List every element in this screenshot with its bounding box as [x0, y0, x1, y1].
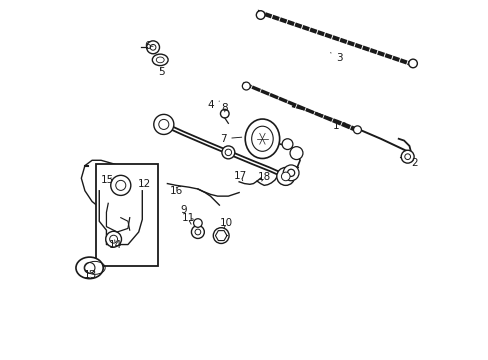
Text: 7: 7: [219, 134, 241, 144]
Circle shape: [242, 82, 250, 90]
Circle shape: [220, 109, 228, 118]
Circle shape: [353, 126, 361, 134]
Text: 12: 12: [137, 179, 150, 189]
Text: 15: 15: [101, 175, 114, 185]
Text: 6: 6: [144, 41, 153, 51]
Circle shape: [153, 114, 174, 134]
Text: 16: 16: [169, 186, 183, 196]
Circle shape: [256, 11, 264, 19]
Circle shape: [404, 154, 410, 159]
Text: 3: 3: [330, 53, 342, 63]
Text: 2: 2: [411, 158, 417, 168]
Text: 13: 13: [83, 270, 97, 280]
Circle shape: [282, 139, 292, 149]
Bar: [96, 164, 158, 266]
Text: 17: 17: [234, 171, 247, 181]
Text: 9: 9: [180, 206, 191, 224]
Circle shape: [289, 147, 303, 159]
Circle shape: [222, 146, 234, 159]
Circle shape: [146, 41, 159, 54]
Circle shape: [193, 219, 202, 227]
Polygon shape: [215, 231, 226, 240]
Ellipse shape: [244, 119, 279, 158]
Circle shape: [150, 44, 156, 50]
Circle shape: [224, 149, 231, 156]
Circle shape: [191, 226, 204, 238]
Text: 10: 10: [220, 218, 233, 228]
Text: 1: 1: [332, 121, 344, 131]
Circle shape: [109, 235, 117, 243]
Text: 18: 18: [257, 172, 270, 183]
Circle shape: [116, 180, 125, 190]
Circle shape: [283, 165, 298, 181]
Ellipse shape: [76, 257, 103, 279]
Text: 11: 11: [182, 213, 195, 222]
Text: 14: 14: [108, 239, 122, 249]
Circle shape: [84, 262, 95, 273]
Circle shape: [400, 150, 413, 163]
Circle shape: [159, 120, 168, 130]
Circle shape: [105, 231, 121, 247]
Text: 5: 5: [158, 67, 164, 77]
Circle shape: [276, 167, 294, 185]
Circle shape: [408, 59, 416, 68]
Circle shape: [110, 175, 131, 195]
Circle shape: [195, 229, 201, 235]
Circle shape: [287, 169, 294, 176]
Circle shape: [213, 228, 228, 243]
Text: 8: 8: [221, 103, 227, 113]
Text: 4: 4: [207, 100, 219, 110]
Ellipse shape: [152, 54, 168, 66]
Circle shape: [281, 172, 289, 181]
